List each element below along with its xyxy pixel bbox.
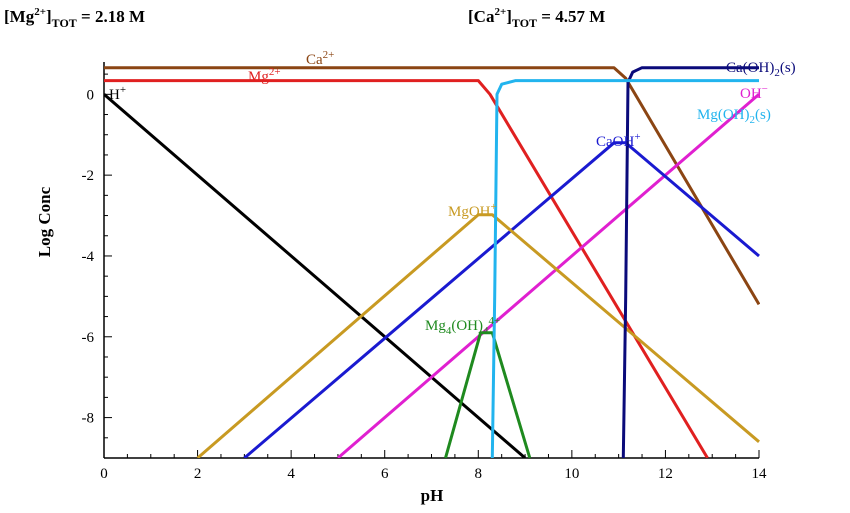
x-tick-label: 2: [194, 466, 202, 482]
series-line-h: [104, 93, 527, 458]
series-label-ca2: Ca2+: [306, 49, 334, 68]
y-tick-label: -8: [82, 411, 95, 427]
series-labels: Ca2+ Mg2+ H+ OH− CaOH+ MgOH+ Mg4(OH)44+ Ca(OH)2…: [109, 49, 796, 337]
y-tick-label: 0: [87, 87, 95, 103]
x-axis-label: pH: [421, 486, 444, 505]
series-line-mg4-oh-4-4: [444, 331, 532, 458]
series-label-oh: OH−: [740, 83, 768, 102]
x-tick-label: 8: [475, 466, 483, 482]
series-line-mg2: [104, 79, 709, 458]
series-line-oh: [336, 93, 760, 458]
series-label-mg2: Mg2+: [248, 66, 281, 85]
series-label-mg-oh-2-s: Mg(OH)2(s): [697, 107, 771, 126]
series-line-ca2: [104, 66, 760, 306]
mg-total-label: [Mg2+]TOT = 2.18 M: [4, 6, 145, 30]
y-axis-label: Log Conc: [35, 186, 54, 257]
series-line-mg-oh-2-s: [490, 79, 759, 458]
x-tick-label: 6: [381, 466, 389, 482]
y-tick-label: -2: [82, 168, 95, 184]
series-label-mg4-oh-4-4: Mg4(OH)44+: [425, 315, 500, 337]
x-tick-label: 0: [100, 466, 108, 482]
axes: 0 2 4 6 8 10 12 14 0 -2 -4 -6 -8: [82, 62, 768, 482]
x-tick-label: 14: [752, 466, 768, 482]
y-tick-label: -4: [82, 249, 95, 265]
series-label-mgoh: MgOH+: [448, 201, 497, 220]
series-label-caoh: CaOH+: [596, 131, 641, 150]
series-label-ca-oh-2-s: Ca(OH)2(s): [726, 60, 796, 79]
series-label-h: H+: [109, 84, 126, 103]
ca-total-label: [Ca2+]TOT = 4.57 M: [468, 6, 605, 30]
series-layer: [104, 66, 760, 458]
x-tick-label: 4: [287, 466, 295, 482]
y-tick-label: -6: [82, 330, 95, 346]
x-tick-label: 12: [658, 466, 673, 482]
series-line-ca-oh-2-s: [621, 66, 759, 458]
series-line-caoh: [243, 141, 760, 458]
x-tick-label: 10: [564, 466, 579, 482]
